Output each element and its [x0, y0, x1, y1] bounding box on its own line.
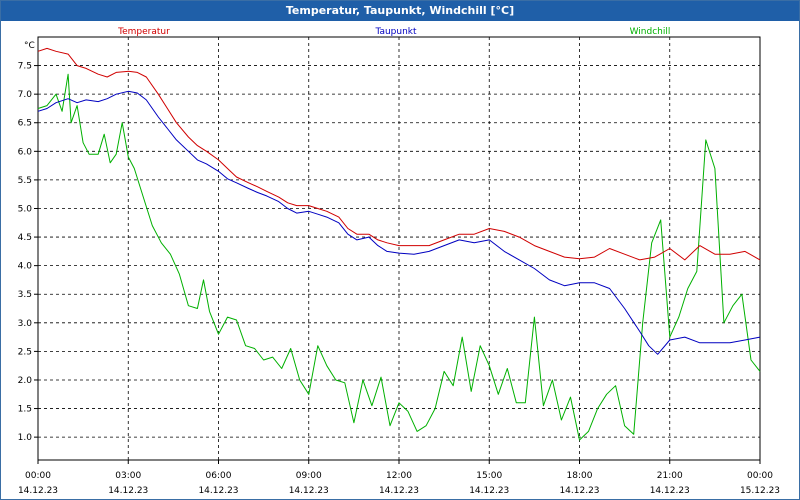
x-tick-time: 12:00 — [386, 471, 412, 481]
legend-taupunkt: Taupunkt — [374, 27, 417, 37]
x-tick-time: 00:00 — [747, 471, 773, 481]
legend-temperatur: Temperatur — [117, 27, 170, 37]
y-tick-label: 4.0 — [18, 262, 33, 272]
y-tick-label: 3.5 — [18, 290, 32, 300]
y-tick-label: 1.5 — [18, 405, 32, 415]
series-line-windchill — [37, 73, 761, 441]
x-tick-time: 06:00 — [206, 471, 232, 481]
x-tick-date: 14.12.23 — [650, 486, 690, 496]
x-tick-date: 14.12.23 — [559, 486, 599, 496]
x-tick-time: 09:00 — [296, 471, 322, 481]
legend-windchill: Windchill — [630, 27, 671, 37]
x-tick-date: 14.12.23 — [108, 486, 148, 496]
y-tick-label: 7.0 — [18, 90, 33, 100]
y-tick-label: 4.5 — [18, 233, 32, 243]
x-tick-date: 14.12.23 — [18, 486, 58, 496]
series-lines — [37, 47, 761, 441]
x-tick-time: 03:00 — [115, 471, 141, 481]
y-tick-label: 5.5 — [18, 176, 32, 186]
y-tick-label: 2.0 — [18, 376, 33, 386]
y-tick-label: 7.5 — [18, 62, 32, 72]
window-titlebar: Temperatur, Taupunkt, Windchill [°C] — [1, 1, 799, 21]
y-tick-label: 1.0 — [18, 433, 33, 443]
x-tick-date: 14.12.23 — [469, 486, 509, 496]
x-tick-date: 14.12.23 — [198, 486, 238, 496]
x-tick-labels: 00:00 14.12.23 03:00 14.12.23 06:00 14.12.23 0… — [18, 471, 780, 496]
x-tick-time: 21:00 — [657, 471, 683, 481]
y-tick-label: 2.5 — [18, 347, 32, 357]
y-tick-label: 5.0 — [18, 204, 33, 214]
series-line-temperatur — [37, 47, 761, 261]
x-tick-date: 14.12.23 — [289, 486, 329, 496]
x-tick-date: 15.12.23 — [740, 486, 780, 496]
y-tick-label: 6.5 — [18, 119, 32, 129]
x-tick-time: 00:00 — [25, 471, 51, 481]
legend: Temperatur Taupunkt Windchill — [117, 27, 670, 37]
chart-title: Temperatur, Taupunkt, Windchill [°C] — [285, 4, 515, 17]
x-tick-date: 14.12.23 — [379, 486, 419, 496]
y-tick-label: 6.0 — [18, 147, 33, 157]
series-line-taupunkt — [37, 90, 761, 355]
y-tick-labels: 1.0 1.5 2.0 2.5 3.0 3.5 4.0 4.5 5.0 5.5 6.0 6.5 7.0 7… — [18, 62, 33, 444]
x-tick-time: 15:00 — [476, 471, 502, 481]
y-axis-unit: °C — [24, 41, 35, 51]
x-tick-time: 18:00 — [567, 471, 593, 481]
y-tick-label: 3.0 — [18, 319, 33, 329]
